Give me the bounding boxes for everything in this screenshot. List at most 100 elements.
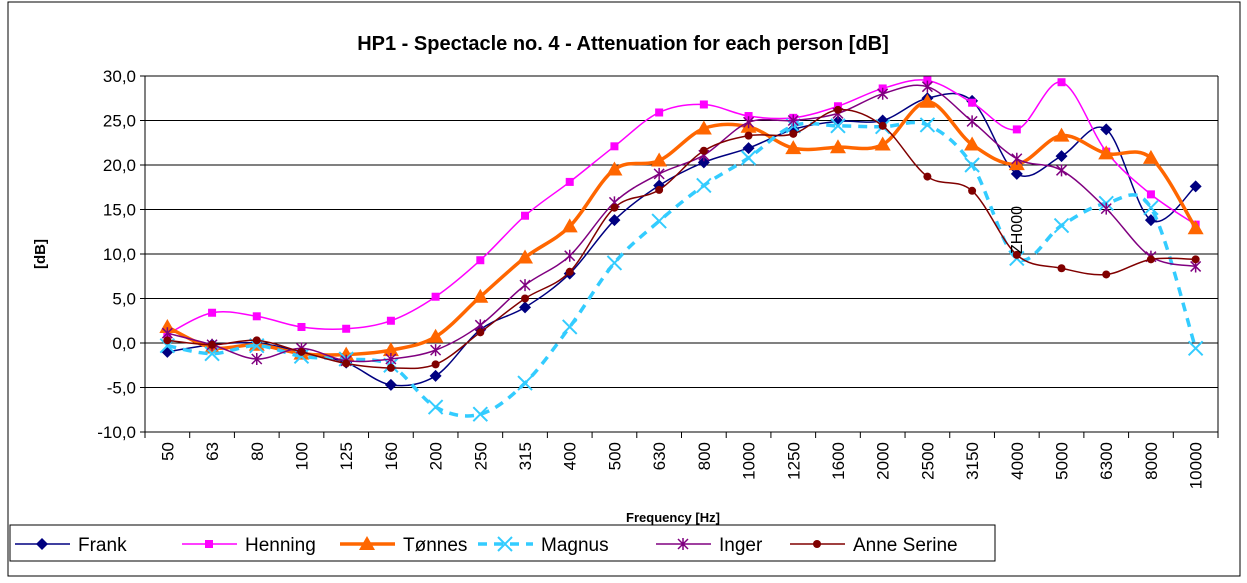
marker xyxy=(919,93,936,108)
marker xyxy=(785,140,802,155)
y-tick-label: -5,0 xyxy=(107,379,136,398)
y-axis-title: [dB] xyxy=(32,239,49,269)
marker xyxy=(1012,250,1021,259)
y-tick-label: 5,0 xyxy=(112,290,136,309)
marker xyxy=(1057,78,1066,87)
marker xyxy=(1057,264,1066,273)
marker xyxy=(655,185,664,194)
marker xyxy=(608,214,621,227)
marker xyxy=(297,322,306,331)
x-tick-label: 500 xyxy=(605,442,624,470)
marker xyxy=(521,211,530,220)
marker xyxy=(1189,180,1202,193)
marker xyxy=(382,342,399,357)
x-tick-label: 2500 xyxy=(918,442,937,480)
marker xyxy=(606,161,623,176)
marker xyxy=(677,538,689,550)
x-tick-label: 160 xyxy=(382,442,401,470)
legend-label: Inger xyxy=(719,535,763,556)
chart-border xyxy=(7,1,1241,577)
marker xyxy=(1102,270,1111,279)
marker xyxy=(205,540,213,548)
marker xyxy=(472,406,489,422)
marker xyxy=(386,316,395,325)
marker xyxy=(252,312,261,321)
marker xyxy=(1143,200,1159,216)
marker xyxy=(742,142,755,155)
marker xyxy=(1187,340,1204,357)
marker xyxy=(695,120,712,135)
marker xyxy=(1011,152,1023,165)
x-tick-label: 800 xyxy=(695,442,714,470)
marker xyxy=(517,249,534,264)
marker xyxy=(431,292,440,301)
marker xyxy=(1146,255,1155,264)
y-tick-label: 15,0 xyxy=(103,201,136,220)
marker xyxy=(921,80,933,93)
marker xyxy=(813,540,821,548)
marker xyxy=(1098,145,1115,160)
marker xyxy=(385,353,397,366)
marker xyxy=(964,157,980,173)
marker xyxy=(696,177,712,194)
legend-label: Magnus xyxy=(541,535,609,556)
x-tick-label: 400 xyxy=(561,442,580,470)
x-tick-label: 630 xyxy=(650,442,669,470)
marker xyxy=(744,131,753,140)
marker xyxy=(1010,167,1023,180)
marker xyxy=(1142,149,1159,164)
marker xyxy=(521,294,530,303)
marker xyxy=(833,105,842,114)
marker xyxy=(1146,190,1155,199)
y-tick-label: -10,0 xyxy=(97,423,136,442)
marker xyxy=(610,203,619,212)
marker xyxy=(1053,217,1070,234)
x-tick-label: 80 xyxy=(248,442,267,461)
x-tick-label: 250 xyxy=(471,442,490,470)
marker xyxy=(968,186,977,195)
marker xyxy=(472,288,489,303)
y-tick-label: 30,0 xyxy=(103,67,136,86)
marker xyxy=(1100,202,1112,215)
marker xyxy=(697,156,710,169)
marker xyxy=(1053,127,1070,142)
marker xyxy=(1187,220,1204,235)
marker xyxy=(606,255,623,271)
marker xyxy=(427,399,444,415)
marker xyxy=(789,129,798,138)
plot-area: -10,0 -5,0 0,0 5,0 10,0 15,0 20,0 25,0 30,0 50 63 8… xyxy=(97,67,1219,489)
x-tick-label: 315 xyxy=(516,442,535,470)
marker xyxy=(386,363,395,372)
marker xyxy=(1012,125,1021,134)
marker xyxy=(517,375,533,391)
marker xyxy=(564,249,576,262)
marker xyxy=(655,108,664,117)
marker xyxy=(519,279,531,292)
legend-label: Tønnes xyxy=(403,535,467,556)
legend: Frank Henning Tønnes Magnus Inger Anne Serine xyxy=(15,535,958,556)
marker xyxy=(699,146,708,155)
x-tick-label: 1250 xyxy=(784,442,803,480)
marker xyxy=(1191,255,1200,264)
marker xyxy=(919,117,936,133)
marker xyxy=(1055,150,1068,163)
marker xyxy=(829,139,846,154)
x-tick-label: 2000 xyxy=(874,442,893,480)
marker xyxy=(787,114,799,127)
x-tick-label: 10000 xyxy=(1187,442,1206,489)
marker xyxy=(297,347,306,356)
marker xyxy=(342,359,351,368)
x-tick-label: 4000 xyxy=(1008,442,1027,480)
marker xyxy=(384,378,397,391)
marker xyxy=(429,369,442,382)
marker xyxy=(430,344,442,357)
marker xyxy=(431,360,440,369)
chart-title: HP1 - Spectacle no. 4 - Attenuation for … xyxy=(357,33,889,55)
marker xyxy=(208,308,217,317)
marker xyxy=(565,267,574,276)
x-tick-label: 3150 xyxy=(963,442,982,480)
marker xyxy=(476,328,485,337)
marker xyxy=(923,76,932,85)
marker xyxy=(1055,164,1068,177)
